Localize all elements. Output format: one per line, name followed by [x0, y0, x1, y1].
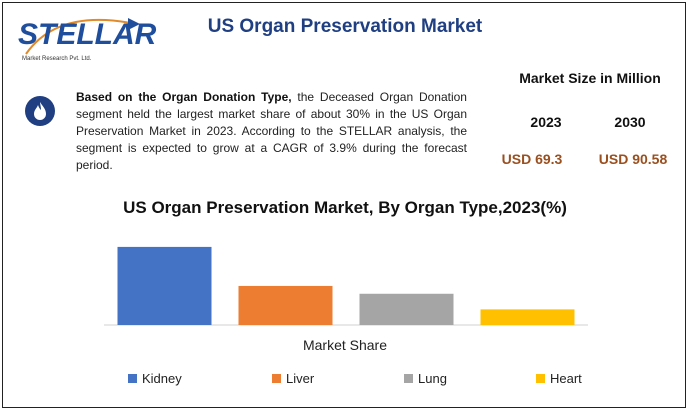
info-bold-lead: Based on the Organ Donation Type,	[76, 90, 292, 104]
legend-label-liver: Liver	[286, 371, 315, 386]
legend-swatch-heart	[536, 374, 545, 383]
legend-item-heart: Heart	[536, 371, 582, 386]
legend-item-lung: Lung	[404, 371, 447, 386]
x-axis-label: Market Share	[302, 337, 388, 353]
info-body: the Deceased Organ Donation segment held…	[76, 90, 467, 172]
flame-icon	[25, 96, 55, 126]
bar-lung	[359, 293, 454, 325]
chart-title: US Organ Preservation Market, By Organ T…	[123, 198, 567, 217]
market-size-heading: Market Size in Million	[519, 70, 661, 86]
logo-swoosh	[25, 18, 140, 55]
year-2030: 2030	[614, 114, 646, 130]
stellar-logo: STELLAR Market Research Pvt. Ltd.	[18, 14, 156, 64]
legend-swatch-lung	[404, 374, 413, 383]
legend-item-liver: Liver	[272, 371, 314, 386]
logo-subtitle: Market Research Pvt. Ltd.	[22, 56, 92, 62]
legend-label-heart: Heart	[550, 371, 582, 386]
info-paragraph: Based on the Organ Donation Type, the De…	[76, 89, 467, 174]
legend-label-kidney: Kidney	[142, 371, 182, 386]
legend-item-kidney: Kidney	[128, 371, 182, 386]
bar-kidney	[117, 246, 212, 325]
bar-heart	[480, 309, 575, 325]
legend-swatch-liver	[272, 374, 281, 383]
logo-word: STELLAR	[18, 18, 157, 51]
year-2023: 2023	[530, 114, 562, 130]
infographic-frame	[2, 2, 686, 408]
page-title: US Organ Preservation Market	[207, 16, 483, 37]
value-2023: USD 69.3	[501, 151, 563, 167]
bar-liver	[238, 285, 333, 325]
legend-label-lung: Lung	[418, 371, 447, 386]
legend-swatch-kidney	[128, 374, 137, 383]
value-2030: USD 90.58	[598, 151, 668, 167]
